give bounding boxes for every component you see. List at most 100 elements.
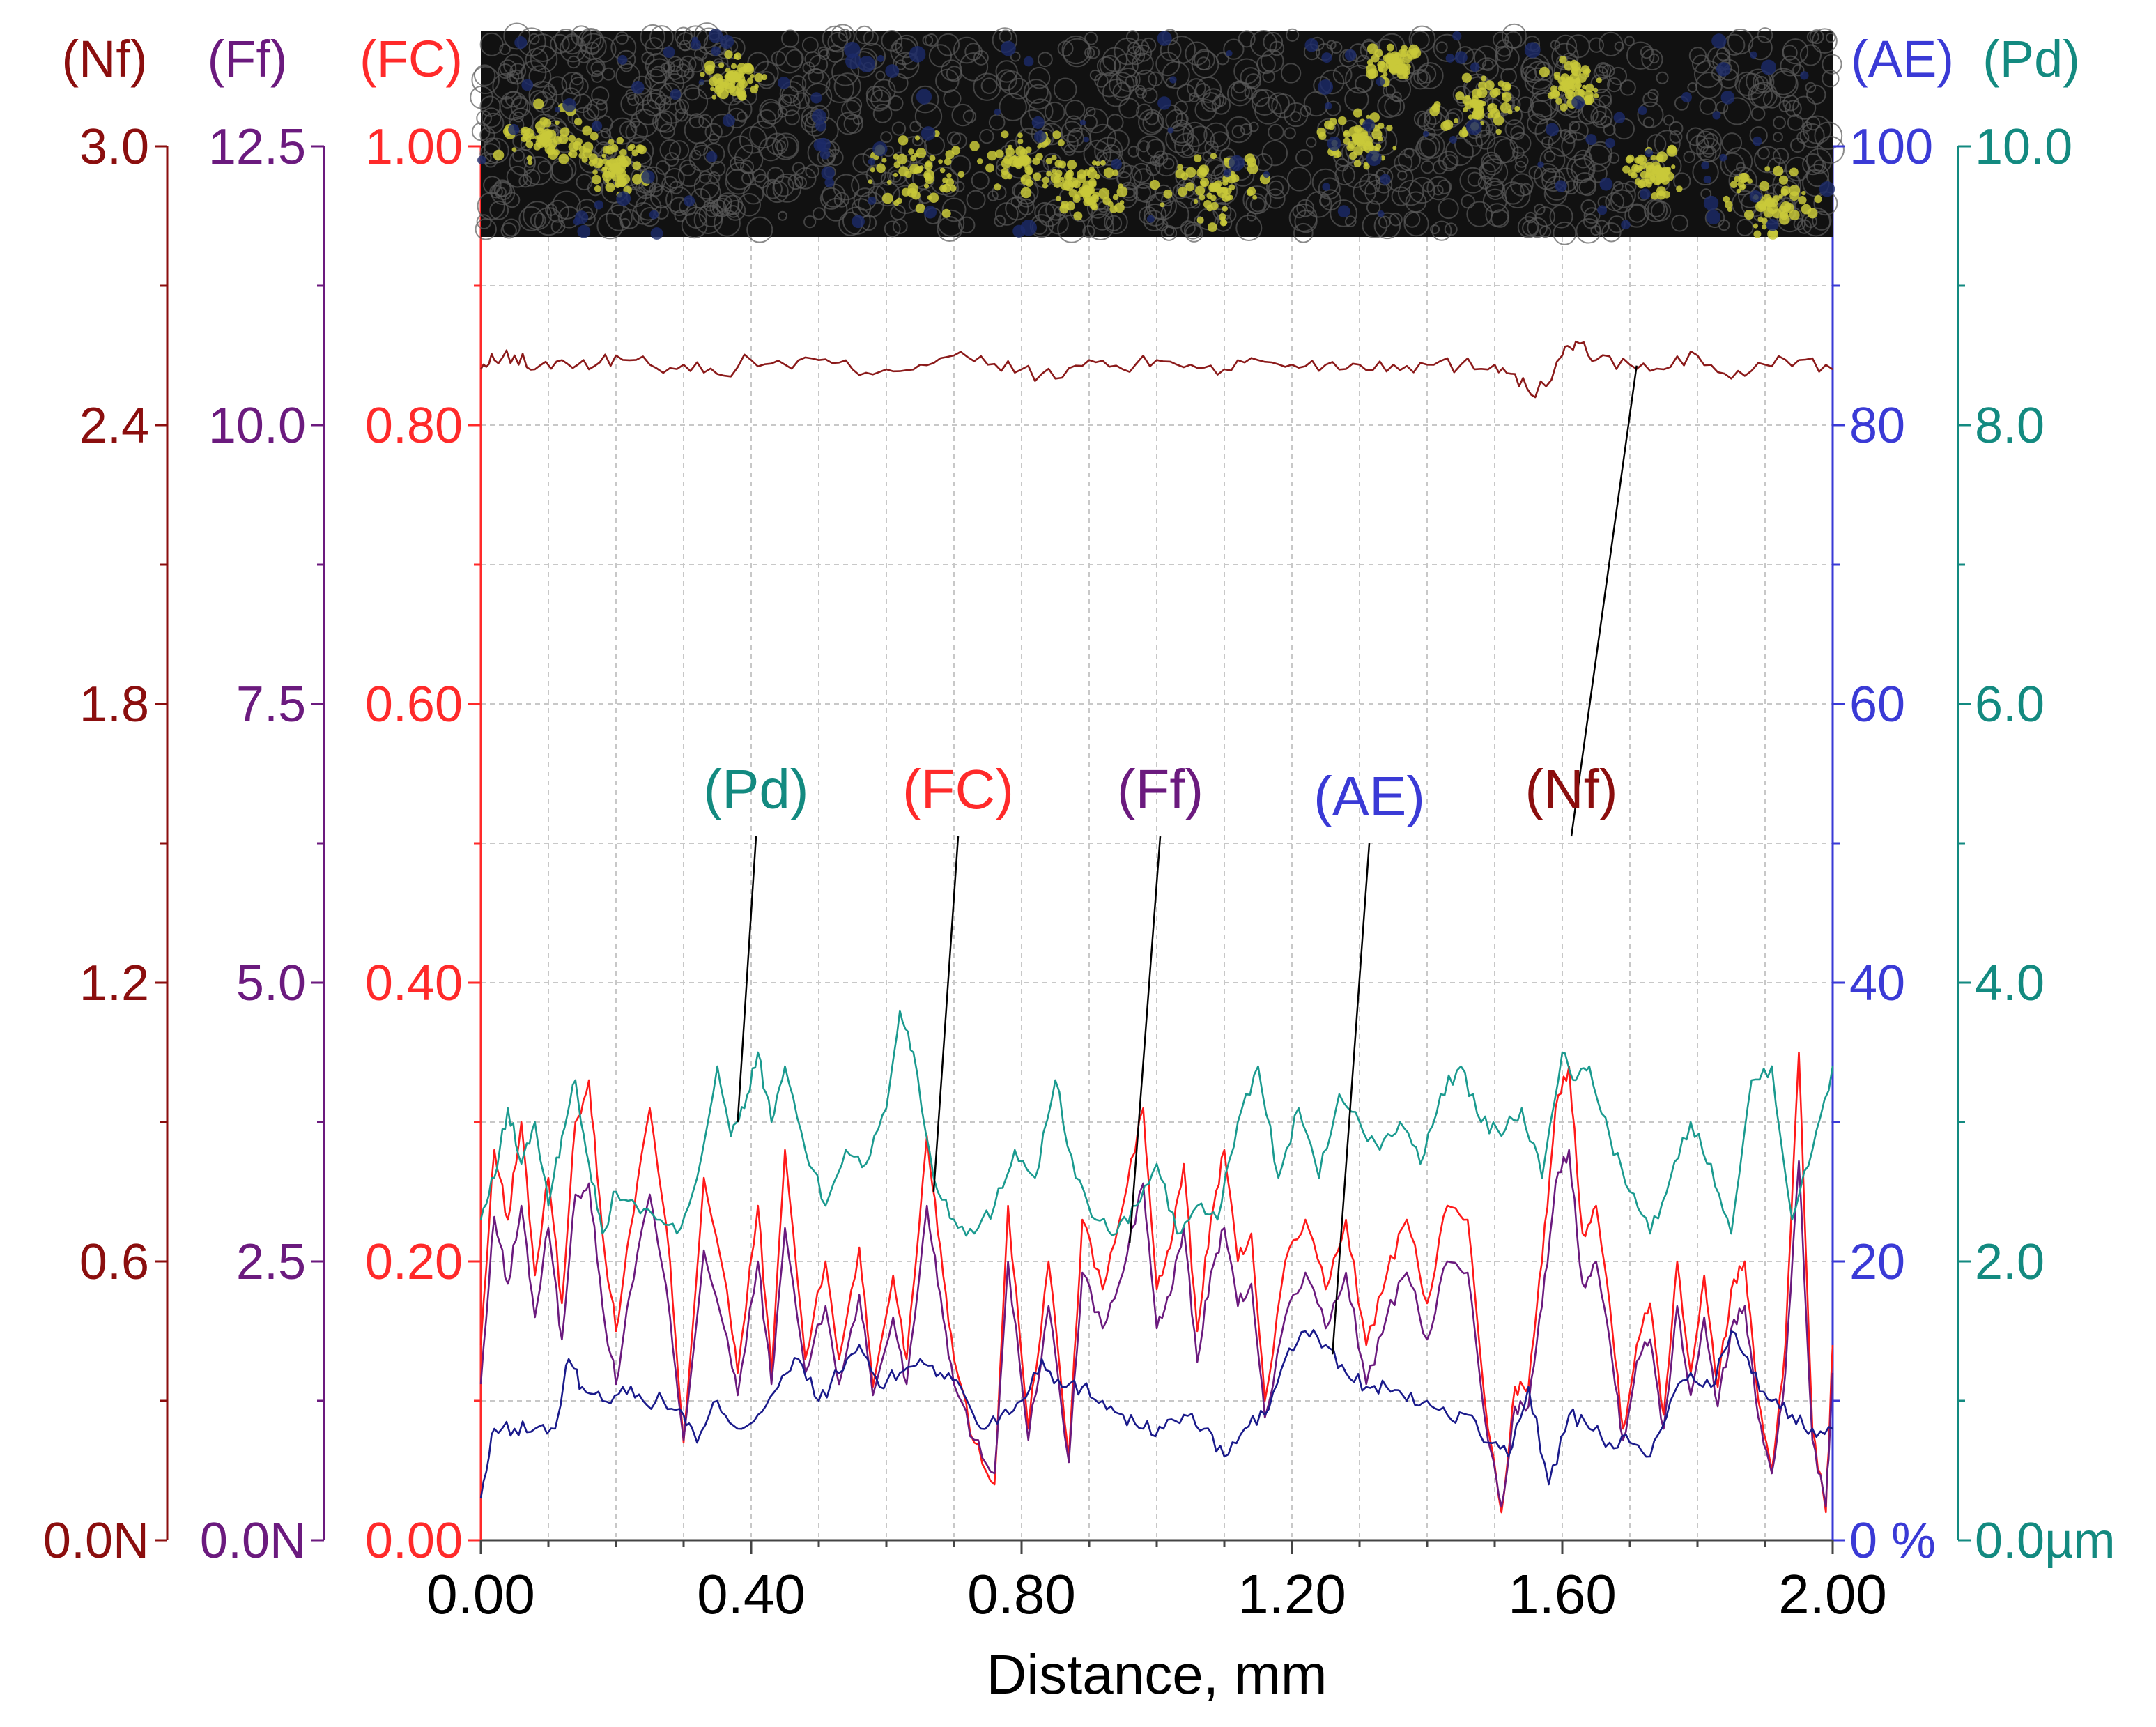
micrograph-deposit (1589, 94, 1594, 99)
micrograph-grain (659, 139, 682, 161)
micrograph-grain (1780, 55, 1801, 77)
micrograph-deposit (1112, 194, 1119, 201)
micrograph-deposit (1593, 87, 1599, 93)
micrograph-grain (513, 95, 527, 109)
micrograph-grain (668, 65, 683, 80)
micrograph-deposit (631, 149, 639, 157)
micrograph-grain (705, 204, 719, 217)
micrograph-grain (1438, 151, 1459, 171)
micrograph-deposit (1651, 192, 1658, 200)
micrograph-grain (1515, 154, 1529, 168)
micrograph-grain (499, 43, 511, 56)
micrograph-grain (1608, 66, 1628, 86)
micrograph-deposit (1091, 160, 1098, 166)
micrograph-grain (489, 200, 509, 220)
micrograph-grain (578, 27, 604, 54)
micrograph-grain (1280, 63, 1302, 84)
micrograph-grain (1410, 68, 1431, 90)
micrograph-dark-patch (1585, 134, 1597, 146)
micrograph-deposit (738, 66, 747, 75)
micrograph-grain (616, 49, 636, 70)
micrograph-deposit (1468, 114, 1474, 121)
micrograph-grain (1141, 87, 1158, 104)
micrograph-grain (853, 114, 863, 125)
micrograph-grain (1201, 92, 1222, 112)
micrograph-grain (808, 54, 829, 75)
micrograph-grain (762, 178, 783, 199)
micrograph-deposit (1207, 222, 1217, 232)
micrograph-grain (635, 194, 662, 221)
micrograph-deposit (555, 120, 560, 125)
micrograph-grain (1251, 89, 1270, 107)
micrograph-deposit (1046, 171, 1052, 177)
micrograph-deposit (1348, 140, 1357, 149)
micrograph-grain (1413, 70, 1429, 85)
micrograph-deposit (1477, 100, 1484, 107)
micrograph-grain (819, 187, 842, 210)
micrograph-grain (855, 25, 874, 45)
micrograph-grain (1753, 146, 1781, 174)
micrograph-dark-patch (641, 170, 655, 184)
micrograph-deposit (1780, 188, 1789, 197)
micrograph-grain (1592, 110, 1607, 125)
micrograph-dark-patch (1146, 215, 1155, 223)
micrograph-grain (729, 156, 745, 171)
micrograph-dark-patch (824, 177, 835, 187)
micrograph-deposit (1440, 121, 1451, 131)
micrograph-deposit (941, 208, 951, 218)
micrograph-grain (973, 50, 989, 66)
micrograph-grain (1230, 82, 1250, 102)
nf-axis-header: (Nf) (61, 30, 147, 88)
nf-tick-label: 0.6 (79, 1234, 149, 1290)
micrograph-grain (1203, 122, 1229, 148)
micrograph-grain (766, 180, 789, 204)
micrograph-dark-patch (706, 151, 718, 163)
micrograph-grain (1628, 204, 1647, 223)
micrograph-grain (682, 25, 709, 51)
micrograph-grain (1624, 181, 1637, 192)
micrograph-grain (473, 64, 496, 86)
micrograph-grain (1785, 100, 1802, 117)
micrograph-deposit (619, 148, 627, 157)
micrograph-deposit (876, 163, 886, 174)
micrograph-deposit (729, 85, 740, 97)
micrograph-deposit (1007, 174, 1012, 180)
micrograph-dark-patch (1465, 118, 1482, 135)
micrograph-grain (550, 33, 570, 54)
micrograph-dark-patch (1111, 158, 1122, 170)
micrograph-grain (1263, 31, 1284, 52)
micrograph-grain (1176, 84, 1196, 103)
micrograph-grain (1534, 204, 1546, 215)
micrograph-deposit (709, 77, 718, 86)
micrograph-grain (1063, 144, 1076, 156)
micrograph-grain (1109, 72, 1135, 98)
micrograph-grain (1268, 92, 1290, 115)
micrograph-grain (1391, 186, 1411, 206)
ae-axis-header: (AE) (1851, 30, 1954, 88)
micrograph-grain (767, 167, 785, 185)
micrograph-grain (1136, 103, 1153, 121)
micrograph-grain (591, 86, 610, 105)
micrograph-deposit (558, 134, 569, 144)
micrograph-deposit (1404, 63, 1411, 70)
micrograph-dark-patch (994, 108, 1001, 116)
micrograph-deposit (1772, 208, 1782, 219)
micrograph-grain (1126, 30, 1139, 44)
micrograph-deposit (1083, 197, 1092, 206)
micrograph-dark-patch (1362, 118, 1376, 132)
micrograph-grain (739, 160, 755, 174)
micrograph-dark-patch (1716, 62, 1731, 77)
micrograph-grain (1116, 68, 1141, 92)
micrograph-deposit (1761, 217, 1768, 224)
micrograph-deposit (1098, 187, 1110, 199)
micrograph-dark-patch (708, 29, 723, 43)
series-callouts: (Pd) (FC) (Ff) (AE) (Nf) (703, 365, 1638, 1355)
micrograph-grain (1112, 82, 1132, 101)
micrograph-deposit (969, 141, 980, 151)
micrograph-grain (1553, 221, 1577, 245)
micrograph-grain (708, 171, 721, 184)
micrograph-deposit (1625, 155, 1633, 164)
micrograph-grain (528, 81, 557, 110)
micrograph-deposit (898, 135, 909, 146)
micrograph-grain (679, 55, 697, 73)
